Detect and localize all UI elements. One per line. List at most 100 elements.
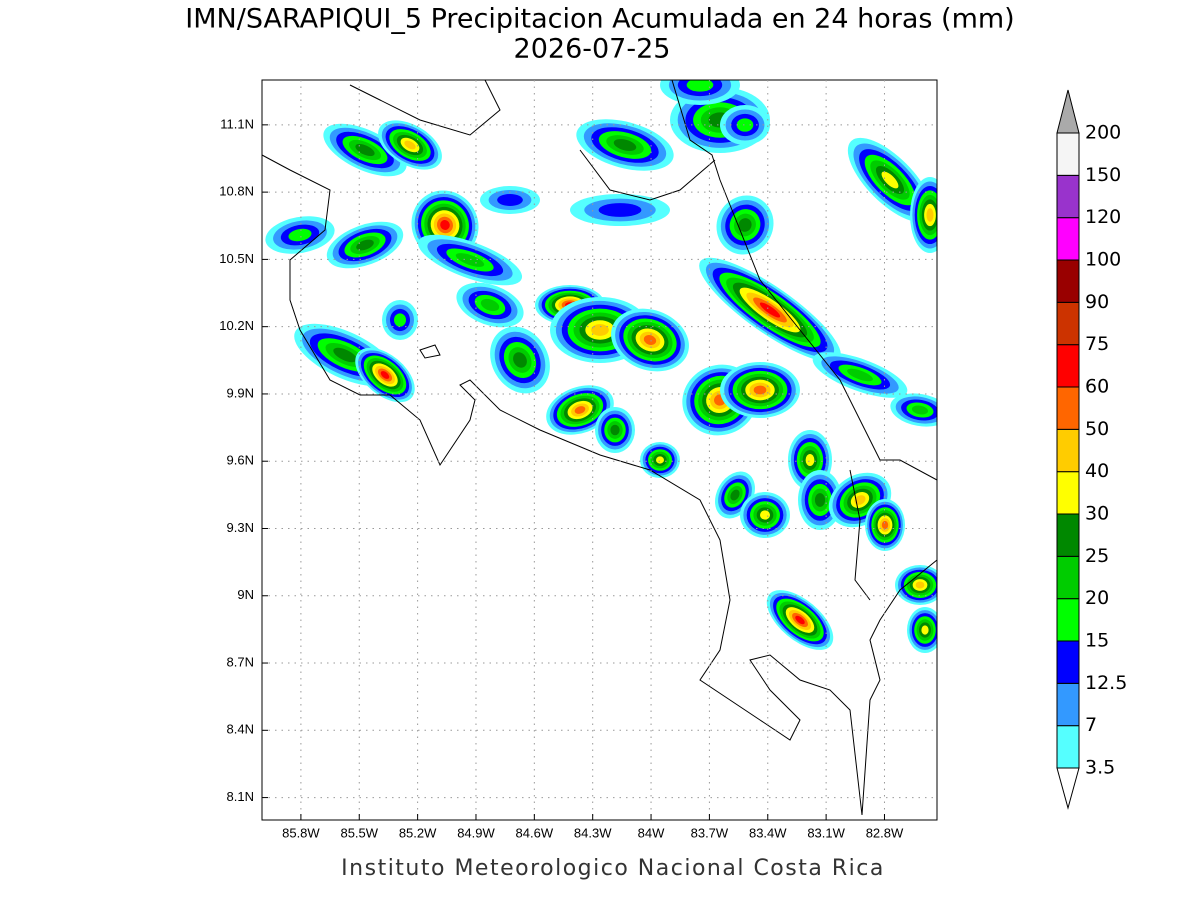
- colorbar-label: 100: [1085, 249, 1121, 271]
- colorbar-segment: [1056, 555, 1080, 600]
- colorbar-segment: [1056, 428, 1080, 473]
- rain-cell: [613, 139, 637, 151]
- colorbar-segment: [1056, 640, 1080, 684]
- rain-cell: [736, 118, 754, 132]
- y-tick-label: 9.3N: [227, 520, 254, 535]
- rain-cell: [738, 218, 752, 232]
- x-tick-label: 83.7W: [691, 825, 729, 840]
- colorbar-label: 3.5: [1085, 757, 1115, 779]
- colorbar-label: 200: [1085, 122, 1121, 144]
- x-tick-label: 84.9W: [457, 825, 495, 840]
- colorbar-segment: [1056, 513, 1080, 557]
- coastlines: [262, 80, 937, 816]
- colorbar-label: 75: [1085, 333, 1109, 355]
- pacific-coast: [262, 154, 937, 816]
- colorbar-label: 150: [1085, 164, 1121, 186]
- colorbar-segment: [1056, 386, 1080, 430]
- colorbar-under: [1056, 767, 1080, 810]
- rain-cell: [455, 253, 485, 267]
- rain-cell: [404, 140, 416, 150]
- rain-cell: [854, 495, 866, 505]
- precipitation-field: [265, 80, 937, 653]
- rain-cell: [333, 347, 357, 363]
- map-frame: [261, 79, 938, 821]
- y-tick-label: 9.6N: [227, 453, 254, 468]
- rain-cell: [926, 208, 934, 222]
- rain-cell: [921, 625, 929, 635]
- subtitle: 2026-07-25: [514, 34, 671, 65]
- colorbar-label: 90: [1085, 291, 1109, 313]
- rain-cell: [805, 454, 815, 466]
- nicaragua-lake: [349, 80, 501, 136]
- rain-cell: [497, 194, 523, 206]
- rain-cell: [480, 298, 500, 312]
- colorbar-segment: [1056, 598, 1080, 642]
- colorbar-label: 20: [1085, 587, 1109, 609]
- title: IMN/SARAPIQUI_5 Precipitacion Acumulada …: [185, 4, 1014, 35]
- colorbar-label: 60: [1085, 376, 1109, 398]
- x-tick-label: 85.5W: [340, 825, 378, 840]
- colorbar-label: 30: [1085, 503, 1109, 525]
- colorbar-label: 15: [1085, 630, 1109, 652]
- rain-cell: [911, 405, 929, 415]
- colorbar-segment: [1056, 725, 1080, 769]
- rain-cell: [574, 406, 586, 414]
- rain-cell: [598, 203, 642, 217]
- colorbar-label: 7: [1085, 714, 1097, 736]
- y-tick-label: 9.9N: [227, 385, 254, 400]
- x-tick-label: 83.4W: [749, 825, 787, 840]
- colorbar-segment: [1056, 682, 1080, 727]
- y-tick-label: 8.7N: [227, 654, 254, 669]
- y-tick-label: 11.1N: [220, 116, 254, 131]
- y-tick-label: 10.2N: [219, 318, 254, 333]
- rain-cell: [656, 456, 664, 464]
- rain-cell: [610, 424, 620, 436]
- y-tick-label: 10.5N: [219, 251, 254, 266]
- rain-cell: [753, 385, 767, 395]
- rain-cell: [394, 313, 406, 327]
- colorbar-segment: [1056, 344, 1080, 388]
- rain-cell: [760, 510, 770, 520]
- border: [419, 149, 871, 601]
- y-tick-label: 9N: [237, 587, 254, 602]
- x-tick-label: 82.8W: [866, 825, 904, 840]
- rain-cell: [759, 302, 781, 318]
- colorbar-label: 12.5: [1085, 672, 1127, 694]
- y-tick-label: 10.8N: [219, 184, 254, 199]
- colorbar-segment: [1056, 301, 1080, 346]
- rain-cell: [881, 171, 899, 189]
- rain-cell: [356, 239, 374, 251]
- x-tick-label: 84.6W: [516, 825, 554, 840]
- colorbar-segment: [1056, 132, 1080, 176]
- colorbar-label: 40: [1085, 460, 1109, 482]
- colorbar-segment: [1056, 471, 1080, 515]
- rain-cell: [355, 143, 375, 157]
- y-tick-label: 8.1N: [227, 789, 254, 804]
- footer-credit: Instituto Meteorologico Nacional Costa R…: [341, 856, 885, 881]
- y-tick-label: 8.4N: [227, 722, 254, 737]
- rain-cell: [440, 220, 450, 230]
- x-tick-label: 83.1W: [807, 825, 845, 840]
- rain-cell: [380, 371, 390, 379]
- x-tick-label: 84.3W: [574, 825, 612, 840]
- rain-cell: [795, 615, 805, 625]
- colorbar-segment: [1056, 174, 1080, 219]
- colorbar-segment: [1056, 217, 1080, 261]
- rain-cell: [288, 228, 312, 242]
- rain-cell: [513, 352, 527, 368]
- rain-cell: [730, 489, 740, 501]
- rain-cell: [686, 80, 714, 92]
- colorbar-label: 50: [1085, 418, 1109, 440]
- x-tick-label: 85.8W: [282, 825, 320, 840]
- rain-cell: [915, 581, 925, 589]
- x-tick-label: 84W: [638, 825, 665, 840]
- colorbar-over: [1056, 89, 1080, 134]
- rain-cell: [881, 520, 889, 530]
- rain-cell: [591, 324, 609, 336]
- caribbean-coast: [671, 80, 937, 481]
- rain-cell: [814, 493, 826, 507]
- rain-cell: [643, 335, 657, 345]
- x-tick-label: 85.2W: [399, 825, 437, 840]
- colorbar-label: 120: [1085, 206, 1121, 228]
